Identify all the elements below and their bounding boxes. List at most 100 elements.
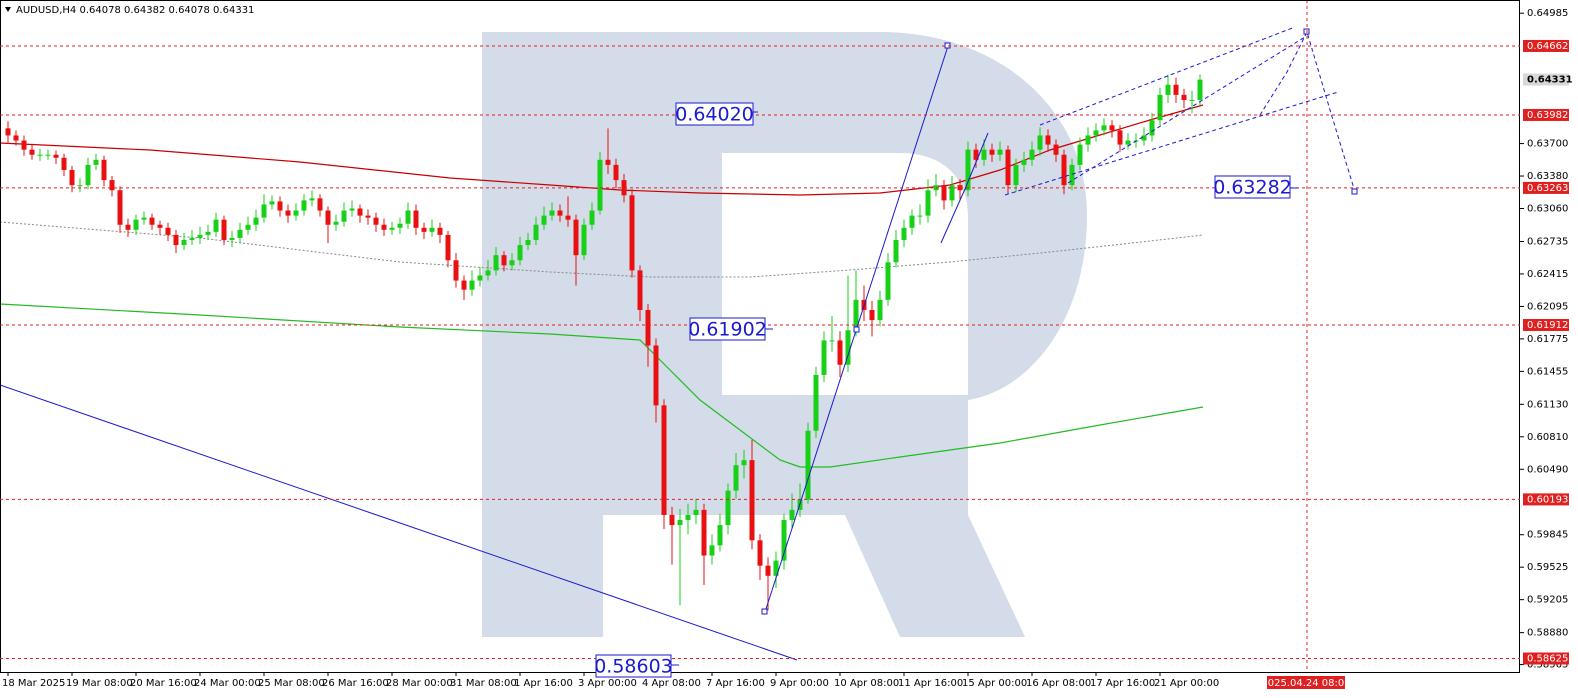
candle-body <box>821 340 827 375</box>
candle-body <box>701 509 707 556</box>
candle-body <box>941 185 947 201</box>
candle-body <box>493 255 499 271</box>
trend-line <box>0 384 798 661</box>
candle-body <box>925 190 931 216</box>
candle-body <box>85 164 91 186</box>
candle-body <box>677 520 683 526</box>
candle-body <box>1005 149 1011 186</box>
title-arrow <box>5 7 11 12</box>
candle-body <box>429 227 435 232</box>
candle-body <box>509 260 515 266</box>
candle-body <box>845 330 851 365</box>
candle-body <box>229 237 235 240</box>
candle-body <box>1077 144 1083 165</box>
candle-body <box>725 490 731 526</box>
candle-body <box>1197 79 1203 100</box>
x-tick-label: 16 Apr 08:00 <box>1026 678 1091 689</box>
candle-body <box>981 149 987 160</box>
candle-body <box>461 280 467 290</box>
x-tick-label: 24 Mar 00:00 <box>194 678 261 689</box>
x-tick-label: 3 Apr 00:00 <box>578 678 637 689</box>
candle-body <box>549 210 555 216</box>
annotation-label: 0.64020 <box>675 104 754 126</box>
annotation-box <box>595 654 672 678</box>
candle-body <box>685 514 691 521</box>
candle-body <box>261 204 267 218</box>
annotation-label: 0.61902 <box>688 319 767 341</box>
candle-body <box>541 215 547 225</box>
moving-average-gray <box>0 221 1204 278</box>
candle-body <box>709 545 715 556</box>
candle-body <box>517 245 523 261</box>
candle-body <box>589 210 595 225</box>
candle-body <box>397 223 403 228</box>
candle-body <box>237 229 243 238</box>
candle-body <box>301 200 307 211</box>
candle-body <box>445 234 451 261</box>
plot-frame <box>0 0 1520 673</box>
y-tick-label: 0.61775 <box>1527 334 1568 345</box>
candle-body <box>45 154 51 156</box>
level-label: 0.61912 <box>1527 320 1568 331</box>
x-tick-label: 21 Apr 00:00 <box>1154 678 1219 689</box>
candle-body <box>93 159 99 165</box>
candle-body <box>1013 164 1019 186</box>
x-tick-label: 25 Mar 08:00 <box>258 678 325 689</box>
candle-body <box>333 221 339 225</box>
y-tick-label: 0.58880 <box>1527 628 1568 639</box>
watermark <box>482 32 1087 637</box>
annotation-box <box>689 317 766 341</box>
candle-body <box>453 260 459 281</box>
candle-body <box>645 309 651 346</box>
x-tick-label: 17 Apr 16:00 <box>1090 678 1155 689</box>
level-label: 0.63263 <box>1527 183 1568 194</box>
candle-body <box>1053 144 1059 155</box>
candle-body <box>477 275 483 281</box>
candle-body <box>109 180 115 191</box>
candle-body <box>765 565 771 576</box>
anchor <box>853 326 860 333</box>
x-tick-label: 20 Mar 16:00 <box>130 678 197 689</box>
candle-body <box>373 217 379 225</box>
candle-body <box>597 159 603 211</box>
candle-body <box>1125 140 1131 145</box>
candle-body <box>741 460 747 466</box>
candle-body <box>293 210 299 216</box>
y-tick-label: 0.60810 <box>1527 432 1568 443</box>
candle-body <box>869 309 875 321</box>
x-tick-label: 19 Mar 08:00 <box>66 678 133 689</box>
x-tick-label: 7 Apr 16:00 <box>706 678 765 689</box>
candle-body <box>485 270 491 276</box>
y-tick-label: 0.63060 <box>1527 204 1568 215</box>
candle-body <box>573 219 579 256</box>
candle-body <box>173 234 179 246</box>
candle-body <box>141 217 147 220</box>
candle-body <box>189 237 195 240</box>
candle-body <box>5 128 11 136</box>
level-label-box <box>1523 39 1569 52</box>
y-tick-label: 0.61455 <box>1527 366 1568 377</box>
last-price-label: 0.64331 <box>1527 75 1573 86</box>
candle-body <box>269 201 275 205</box>
candle-body <box>629 195 635 271</box>
candle-body <box>1101 125 1107 131</box>
candle-body <box>749 460 755 541</box>
candle-body <box>245 224 251 230</box>
candle-body <box>277 201 283 211</box>
candle-body <box>1029 149 1035 160</box>
candle-body <box>853 299 859 331</box>
candle-body <box>829 340 835 342</box>
candle-body <box>1189 99 1195 101</box>
candles <box>5 74 1203 611</box>
candle-body <box>909 215 915 228</box>
forecast-line <box>1259 30 1356 193</box>
candle-body <box>1069 164 1075 186</box>
moving-average-red <box>0 104 1204 196</box>
candle-body <box>21 140 27 150</box>
candle-body <box>637 270 643 310</box>
candle-body <box>349 208 355 211</box>
y-tick-label: 0.58565 <box>1527 660 1568 671</box>
candle-body <box>317 198 323 211</box>
candle-body <box>805 430 811 500</box>
